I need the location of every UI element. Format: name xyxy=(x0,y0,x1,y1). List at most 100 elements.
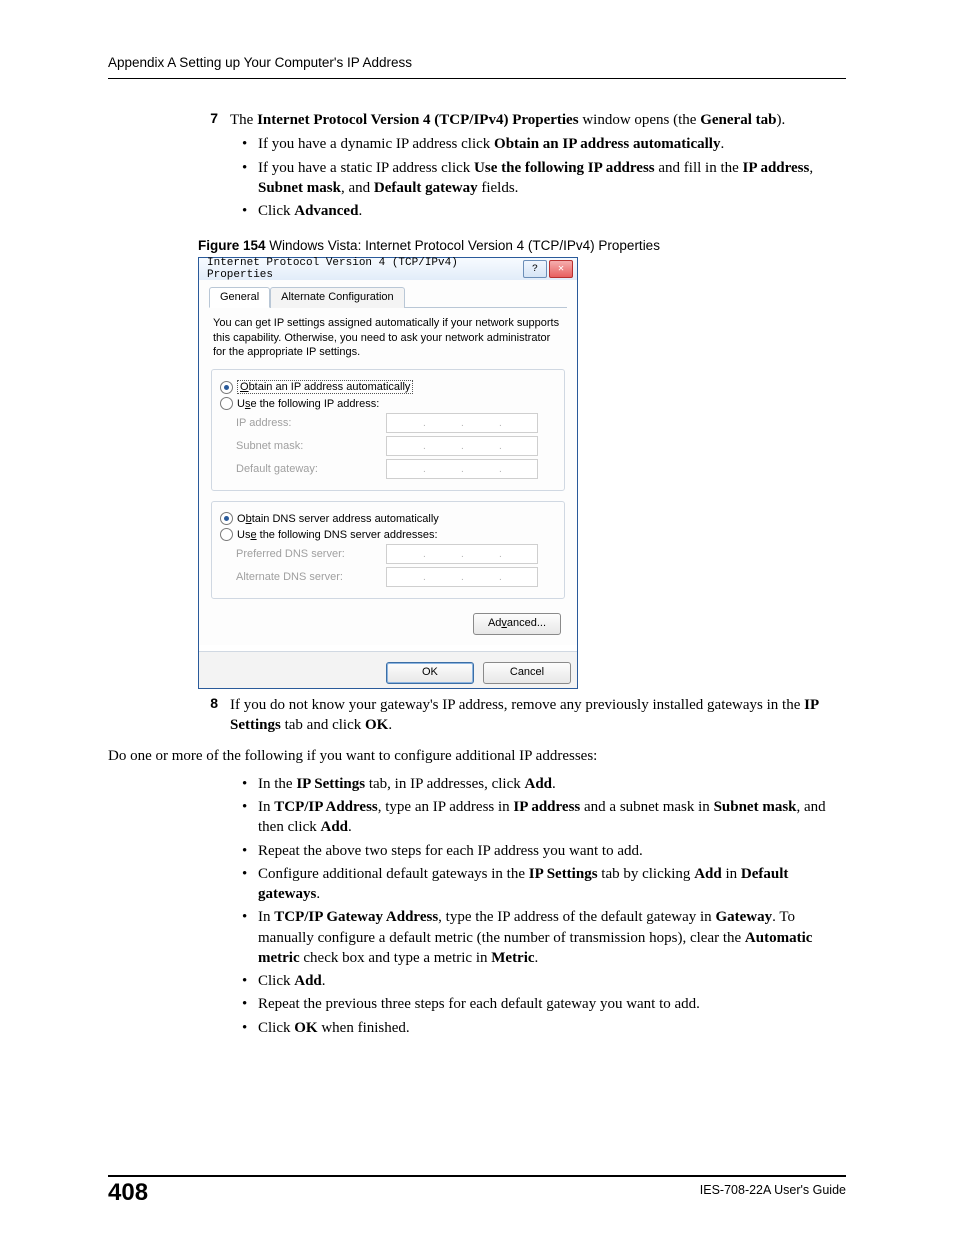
text: If you do not know your gateway's IP add… xyxy=(230,697,804,713)
ip-group: Obtain an IP address automatically Use t… xyxy=(211,369,565,491)
text: tab by clicking xyxy=(598,866,695,882)
tabs: General Alternate Configuration xyxy=(209,286,567,308)
bullet-item: In TCP/IP Gateway Address, type the IP a… xyxy=(230,907,846,968)
page-number: 408 xyxy=(108,1179,148,1207)
bullet-item: Click Add. xyxy=(230,971,846,991)
text: , xyxy=(809,160,813,176)
bullet-item: Configure additional default gateways in… xyxy=(230,864,846,905)
bold: TCP/IP Gateway Address xyxy=(274,909,438,925)
radio-obtain-dns[interactable]: Obtain DNS server address automatically xyxy=(220,512,556,525)
bullet-item: Repeat the above two steps for each IP a… xyxy=(230,841,846,861)
text: The xyxy=(230,112,257,128)
text: in xyxy=(722,866,741,882)
text: . xyxy=(358,203,362,219)
bullet-item: Repeat the previous three steps for each… xyxy=(230,994,846,1014)
text: when finished. xyxy=(318,1020,410,1036)
text: fields. xyxy=(478,180,519,196)
text: and fill in the xyxy=(655,160,743,176)
figure-caption-text: Windows Vista: Internet Protocol Version… xyxy=(266,238,660,253)
step-8-body: If you do not know your gateway's IP add… xyxy=(230,695,846,736)
gateway-input[interactable]: ... xyxy=(386,459,538,479)
bullet-item: If you have a static IP address click Us… xyxy=(230,158,846,199)
radio-icon xyxy=(220,528,233,541)
text: If you have a static IP address click xyxy=(258,160,474,176)
text: If you have a dynamic IP address click xyxy=(258,136,494,152)
text: Configure additional default gateways in… xyxy=(258,866,529,882)
radio-use-ip[interactable]: Use the following IP address: xyxy=(220,397,556,410)
paragraph: Do one or more of the following if you w… xyxy=(108,746,846,766)
text: , type the IP address of the default gat… xyxy=(438,909,715,925)
text: . xyxy=(322,973,326,989)
bullet-item: If you have a dynamic IP address click O… xyxy=(230,134,846,154)
subnet-input[interactable]: ... xyxy=(386,436,538,456)
bold: Add xyxy=(320,819,348,835)
text: . xyxy=(316,886,320,902)
bold: IP Settings xyxy=(529,866,598,882)
bold: Gateway xyxy=(715,909,772,925)
tab-general[interactable]: General xyxy=(209,287,270,308)
label: IP address: xyxy=(236,417,386,429)
ip-input[interactable]: ... xyxy=(386,413,538,433)
bold: Add xyxy=(694,866,722,882)
bold: Default gateway xyxy=(374,180,478,196)
bold: OK xyxy=(294,1020,317,1036)
bullet-item: Click OK when finished. xyxy=(230,1018,846,1038)
bullet-item: In the IP Settings tab, in IP addresses,… xyxy=(230,774,846,794)
bold: General tab xyxy=(700,112,776,128)
bold: IP address xyxy=(743,160,810,176)
bullet-item: Click Advanced. xyxy=(230,201,846,221)
footer-guide: IES-708-22A User's Guide xyxy=(700,1183,846,1197)
label: Preferred DNS server: xyxy=(236,548,386,560)
advanced-button[interactable]: Advanced... xyxy=(473,613,561,635)
cancel-button[interactable]: Cancel xyxy=(483,662,571,684)
step-number-8: 8 xyxy=(108,695,230,736)
text: and a subnet mask in xyxy=(580,799,713,815)
text: ). xyxy=(776,112,785,128)
radio-obtain-ip[interactable]: Obtain an IP address automatically xyxy=(220,380,556,394)
text: In xyxy=(258,799,274,815)
dialog-title: Internet Protocol Version 4 (TCP/IPv4) P… xyxy=(207,257,521,281)
radio-use-dns[interactable]: Use the following DNS server addresses: xyxy=(220,528,556,541)
dns-group: Obtain DNS server address automatically … xyxy=(211,501,565,599)
bold: Obtain an IP address automatically xyxy=(494,136,720,152)
help-button[interactable]: ? xyxy=(523,260,547,278)
text: . xyxy=(348,819,352,835)
pref-dns-input[interactable]: ... xyxy=(386,544,538,564)
label: Alternate DNS server: xyxy=(236,571,386,583)
text: , type an IP address in xyxy=(378,799,514,815)
field-ip-address: IP address: ... xyxy=(236,413,556,433)
bold: Add xyxy=(294,973,322,989)
figure-label: Figure 154 xyxy=(198,238,266,253)
bold: IP address xyxy=(513,799,580,815)
text: . xyxy=(535,950,539,966)
radio-icon xyxy=(220,397,233,410)
bold: Internet Protocol Version 4 (TCP/IPv4) P… xyxy=(257,112,578,128)
footer-rule xyxy=(108,1175,846,1177)
header-rule xyxy=(108,78,846,79)
radio-icon xyxy=(220,381,233,394)
text: tab, in IP addresses, click xyxy=(365,776,524,792)
text: Click xyxy=(258,203,294,219)
close-button[interactable]: ✕ xyxy=(549,260,573,278)
label: Default gateway: xyxy=(236,463,386,475)
titlebar: Internet Protocol Version 4 (TCP/IPv4) P… xyxy=(199,258,577,280)
tab-alternate[interactable]: Alternate Configuration xyxy=(270,287,405,308)
text: window opens (the xyxy=(579,112,701,128)
figure-caption: Figure 154 Windows Vista: Internet Proto… xyxy=(198,238,846,253)
dialog-intro: You can get IP settings assigned automat… xyxy=(213,316,563,359)
text: In the xyxy=(258,776,296,792)
field-subnet: Subnet mask: ... xyxy=(236,436,556,456)
radio-icon xyxy=(220,512,233,525)
ok-button[interactable]: OK xyxy=(386,662,474,684)
bold: Subnet mask xyxy=(714,799,797,815)
bold: Advanced xyxy=(294,203,358,219)
bold: Metric xyxy=(491,950,534,966)
text: , and xyxy=(341,180,374,196)
text: check box and type a metric in xyxy=(300,950,492,966)
text: . xyxy=(552,776,556,792)
step-7-body: The Internet Protocol Version 4 (TCP/IPv… xyxy=(230,110,846,224)
text: . xyxy=(720,136,724,152)
bold: Add xyxy=(525,776,553,792)
alt-dns-input[interactable]: ... xyxy=(386,567,538,587)
bold: Subnet mask xyxy=(258,180,341,196)
